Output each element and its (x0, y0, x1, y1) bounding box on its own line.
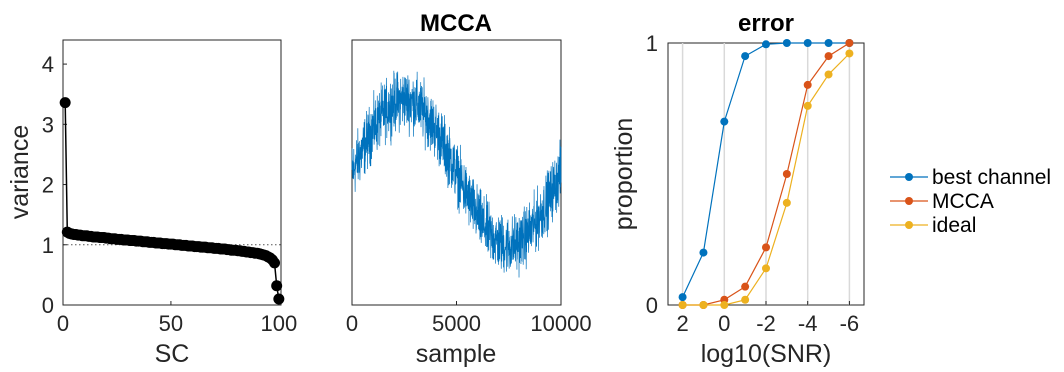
error-x-axis-label: log10(SNR) (701, 340, 832, 368)
series-point-0 (803, 39, 812, 47)
series-point-2 (824, 70, 833, 79)
mcca-panel: 0 5000 10000 MCCA sample (346, 10, 592, 368)
mcca-x-ticks: 0 5000 10000 (346, 301, 592, 336)
series-point-0 (678, 293, 687, 302)
x-tick-label: 0 (346, 311, 358, 336)
variance-plot-area (62, 39, 282, 306)
error-vertical-grid (681, 43, 851, 305)
variance-y-axis-label: variance (6, 125, 34, 220)
y-tick-label: 0 (646, 293, 658, 318)
y-tick-label: 1 (646, 31, 658, 56)
y-tick-label: 0 (42, 293, 54, 318)
mcca-title: MCCA (420, 10, 492, 37)
series-point-2 (699, 301, 708, 309)
legend-label-1: MCCA (932, 190, 994, 213)
x-tick-label: 0 (57, 311, 69, 336)
x-tick-label: 50 (159, 311, 183, 336)
y-tick-label: 1 (42, 233, 54, 258)
legend-marker-0 (905, 173, 913, 181)
variance-point (59, 97, 71, 109)
mcca-signal-line (351, 70, 562, 278)
series-point-2 (782, 198, 791, 207)
series-point-2 (720, 301, 729, 309)
series-point-0 (741, 52, 750, 61)
x-tick-label: 5000 (432, 311, 481, 336)
y-tick-label: 2 (42, 173, 54, 198)
variance-panel: 0 50 100 0 1 2 3 4 SC variance (6, 39, 297, 368)
series-point-1 (845, 39, 854, 47)
legend-marker-2 (905, 221, 913, 229)
legend-label-2: ideal (932, 214, 976, 237)
error-title: error (738, 10, 794, 37)
legend-marker-1 (905, 197, 913, 205)
x-tick-label: 100 (260, 311, 297, 336)
x-tick-label: -4 (798, 311, 818, 336)
x-tick-label: 2 (676, 311, 688, 336)
series-point-0 (720, 117, 729, 126)
variance-points (59, 97, 285, 305)
series-point-2 (803, 101, 812, 110)
error-y-ticks: 01 (646, 31, 672, 318)
x-tick-label: 10000 (530, 311, 591, 336)
series-point-0 (782, 39, 791, 47)
series-point-1 (824, 52, 833, 61)
series-point-2 (762, 264, 770, 273)
variance-x-axis-label: SC (155, 340, 190, 368)
error-x-ticks: 2 0 -2 -4 -6 (676, 301, 859, 336)
series-point-2 (845, 49, 854, 58)
series-point-0 (699, 248, 708, 257)
y-tick-label: 3 (42, 112, 54, 137)
variance-y-ticks: 0 1 2 3 4 (42, 52, 67, 318)
variance-point (269, 257, 281, 269)
x-tick-label: -6 (840, 311, 860, 336)
series-point-1 (782, 170, 791, 178)
error-panel: 2 0 -2 -4 -6 01 error log10(SNR) proportion … (610, 10, 1051, 368)
series-point-1 (803, 80, 812, 89)
series-point-2 (678, 301, 687, 309)
series-point-2 (741, 295, 750, 304)
variance-x-ticks: 0 50 100 (57, 301, 297, 336)
x-tick-label: 0 (718, 311, 730, 336)
variance-point (271, 280, 283, 292)
legend-label-0: best channel (932, 166, 1051, 189)
mcca-x-axis-label: sample (416, 340, 497, 368)
series-point-0 (824, 39, 833, 47)
variance-point (273, 293, 285, 305)
y-tick-label: 4 (42, 52, 54, 77)
series-point-0 (762, 40, 770, 49)
error-y-axis-label: proportion (610, 118, 638, 231)
x-tick-label: -2 (756, 311, 776, 336)
series-point-1 (762, 243, 770, 252)
error-series (678, 39, 854, 309)
series-point-1 (741, 282, 750, 291)
